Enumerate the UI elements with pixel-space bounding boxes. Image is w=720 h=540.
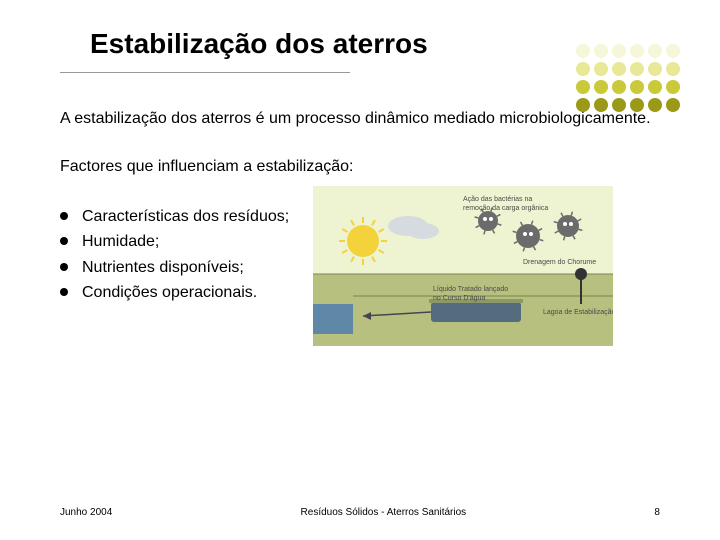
title-underline: [60, 72, 350, 73]
dots-decoration: [576, 44, 680, 112]
bullet-item: Características dos resíduos;: [60, 204, 289, 230]
intro-paragraph: A estabilização dos aterros é um process…: [60, 108, 660, 130]
decoration-dot: [594, 80, 608, 94]
decoration-dot: [648, 98, 662, 112]
decoration-dot: [666, 44, 680, 58]
svg-text:Drenagem do Chorume: Drenagem do Chorume: [523, 259, 596, 266]
decoration-dot: [648, 80, 662, 94]
decoration-dot: [594, 98, 608, 112]
decoration-dot: [612, 62, 626, 76]
landfill-diagram: Ação das bactérias na remoção da carga or…: [313, 186, 613, 346]
decoration-dot: [666, 80, 680, 94]
bullet-item: Humidade;: [60, 229, 289, 255]
decoration-dot: [630, 98, 644, 112]
decoration-dot: [666, 62, 680, 76]
svg-text:Líquido Tratado lançado: Líquido Tratado lançado: [433, 286, 508, 293]
decoration-dot: [666, 98, 680, 112]
decoration-dot: [648, 62, 662, 76]
footer-date: Junho 2004: [60, 507, 112, 518]
svg-text:no Curso D'água: no Curso D'água: [433, 295, 485, 302]
decoration-dot: [576, 44, 590, 58]
footer-title: Resíduos Sólidos - Aterros Sanitários: [301, 507, 467, 518]
decoration-dot: [612, 44, 626, 58]
svg-text:Lagoa de Estabilização: Lagoa de Estabilização: [543, 309, 613, 316]
decoration-dot: [612, 98, 626, 112]
decoration-dot: [612, 80, 626, 94]
bullet-item: Nutrientes disponíveis;: [60, 255, 289, 281]
decoration-dot: [630, 80, 644, 94]
decoration-dot: [576, 80, 590, 94]
decoration-dot: [630, 44, 644, 58]
decoration-dot: [576, 62, 590, 76]
decoration-dot: [594, 44, 608, 58]
svg-text:remoção da carga orgânica: remoção da carga orgânica: [463, 205, 548, 212]
bullet-list: Características dos resíduos;Humidade;Nu…: [60, 204, 289, 306]
factors-label: Factores que influenciam a estabilização…: [60, 158, 660, 176]
bullet-item: Condições operacionais.: [60, 280, 289, 306]
svg-text:Ação das bactérias na: Ação das bactérias na: [463, 196, 532, 203]
decoration-dot: [576, 98, 590, 112]
decoration-dot: [594, 62, 608, 76]
footer: Junho 2004 Resíduos Sólidos - Aterros Sa…: [0, 507, 720, 518]
decoration-dot: [648, 44, 662, 58]
slide-number: 8: [654, 507, 660, 518]
decoration-dot: [630, 62, 644, 76]
